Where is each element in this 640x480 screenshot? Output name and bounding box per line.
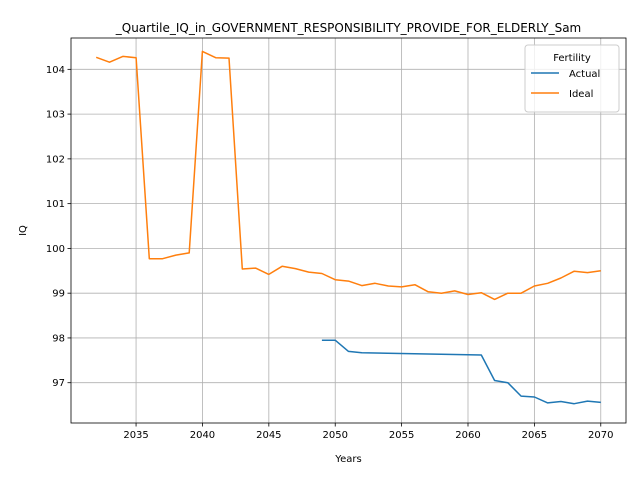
y-tick-label: 99 [52,289,65,300]
y-tick-label: 97 [52,378,65,389]
chart-title: _Quartile_IQ_in_GOVERNMENT_RESPONSIBILIT… [115,21,581,35]
legend: Fertility Actual Ideal [524,44,620,113]
x-tick-label: 2065 [522,430,547,441]
x-tick-label: 2045 [256,430,281,441]
y-tick-label: 103 [46,110,65,121]
series-lines [95,50,601,405]
legend-entry-ideal: Ideal [569,89,593,100]
legend-title: Fertility [553,53,591,64]
plot-frame [70,37,627,424]
x-axis-ticks: 2035 2040 2045 2050 2055 2060 2065 2070 [123,423,613,441]
x-tick-label: 2040 [190,430,215,441]
x-tick-label: 2070 [588,430,613,441]
legend-box [524,44,620,113]
x-tick-label: 2035 [123,430,148,441]
x-tick-label: 2060 [455,430,480,441]
y-tick-label: 101 [46,199,65,210]
y-tick-label: 102 [46,154,65,165]
legend-items: Actual Ideal [531,69,600,100]
y-axis-ticks: 97 98 99 100 101 102 103 104 [46,65,71,389]
legend-entry-actual: Actual [569,69,600,80]
y-tick-label: 104 [46,65,65,76]
y-tick-label: 98 [52,333,65,344]
series-line-actual [321,339,601,405]
y-axis-label: IQ [18,225,29,236]
x-tick-label: 2050 [322,430,347,441]
series-line-ideal [95,50,601,301]
x-axis-label: Years [334,454,361,465]
y-tick-label: 100 [46,244,65,255]
x-tick-label: 2055 [389,430,414,441]
